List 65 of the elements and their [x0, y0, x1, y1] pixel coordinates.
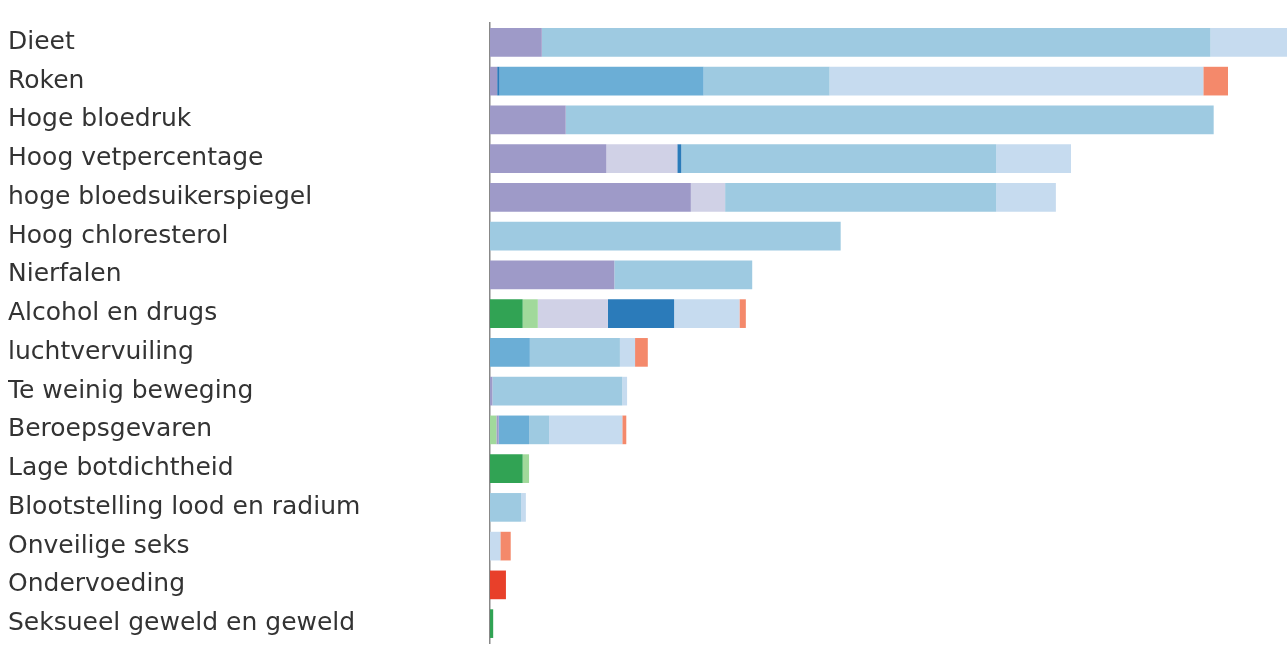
bar — [490, 221, 841, 251]
bar — [541, 28, 1211, 57]
bar — [1210, 28, 1287, 57]
bar — [522, 299, 538, 328]
bar — [521, 493, 526, 522]
bar — [614, 260, 753, 290]
bar — [490, 105, 566, 135]
y-tick-label: Hoog vetpercentage — [8, 142, 264, 172]
bar — [490, 609, 494, 638]
bar — [548, 415, 623, 445]
bar — [490, 338, 530, 367]
y-tick-label: Ondervoeding — [8, 568, 186, 598]
bar — [690, 183, 726, 212]
y-tick-label: Lage botdichtheid — [8, 452, 234, 482]
bar — [529, 338, 620, 367]
bar — [739, 299, 746, 328]
bar — [537, 299, 608, 328]
y-tick-label: Blootstelling lood en radium — [8, 490, 361, 520]
y-tick-label: Beroepsgevaren — [8, 413, 213, 443]
bar — [622, 415, 627, 445]
bar — [522, 454, 530, 483]
bar — [529, 415, 549, 445]
bar — [498, 415, 530, 445]
bar — [490, 454, 523, 483]
bar — [607, 299, 675, 328]
bar — [674, 299, 740, 328]
bar — [635, 338, 648, 367]
bar — [492, 376, 623, 406]
bar — [622, 376, 628, 406]
y-tick-label: Nierfalen — [8, 258, 122, 288]
bar — [681, 144, 997, 173]
bar — [606, 144, 678, 173]
bar — [490, 531, 501, 561]
y-tick-label: Alcohol en drugs — [8, 297, 218, 327]
bar — [490, 415, 497, 445]
y-tick-label: Seksueel geweld en geweld — [8, 607, 356, 637]
bar — [619, 338, 636, 367]
y-tick-label: Hoog chloresterol — [8, 219, 229, 249]
bar — [490, 144, 607, 173]
bar — [490, 28, 542, 57]
bar — [497, 66, 500, 96]
bar — [490, 260, 615, 290]
y-tick-label: Onveilige seks — [8, 529, 190, 559]
y-tick-label: Te weinig beweging — [7, 374, 254, 404]
bar — [677, 144, 682, 173]
bar — [490, 299, 523, 328]
y-tick-label: hoge bloedsuikerspiegel — [8, 180, 313, 210]
y-tick-label: Dieet — [8, 25, 75, 55]
bar — [499, 66, 704, 96]
bar — [490, 183, 691, 212]
bar — [996, 144, 1072, 173]
bar — [565, 105, 1214, 135]
y-tick-label: Hoge bloedruk — [8, 103, 192, 133]
y-tick-label: Roken — [8, 64, 85, 94]
bar — [490, 570, 506, 600]
bar — [496, 415, 499, 445]
bar — [725, 183, 997, 212]
bar — [829, 66, 1204, 96]
bar — [500, 531, 511, 561]
bar — [996, 183, 1056, 212]
bar — [703, 66, 830, 96]
bar — [490, 66, 498, 96]
bar — [1203, 66, 1229, 96]
bar — [490, 493, 522, 522]
y-tick-label: luchtvervuiling — [8, 335, 194, 365]
